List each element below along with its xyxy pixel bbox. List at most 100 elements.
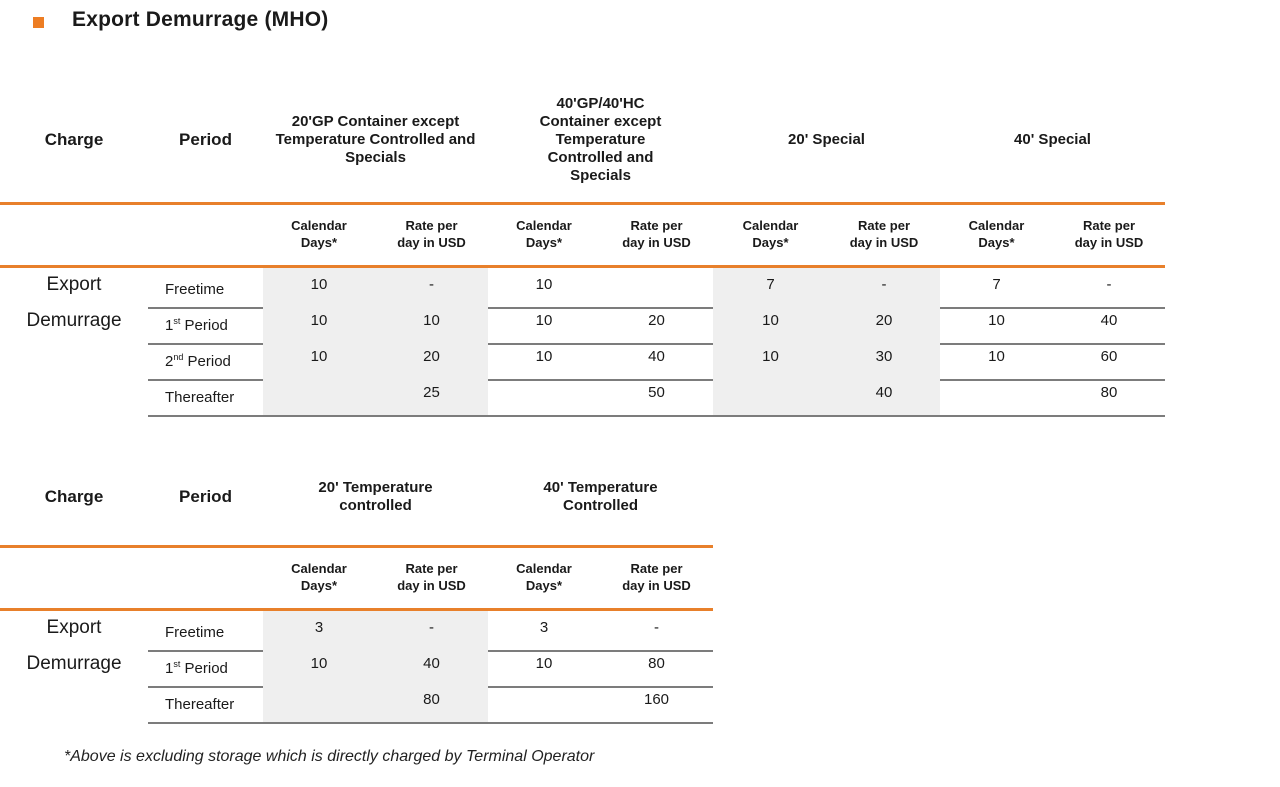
empty-cell [0, 205, 148, 265]
cell-value: - [828, 268, 940, 309]
rate-header: Rate per day in USD [849, 218, 919, 250]
group-header-40special: 40' Special [1014, 131, 1091, 148]
table-row-1st-period: Demurrage 1st Period 10 40 10 80 [0, 647, 713, 688]
period-label: 2nd Period [148, 340, 263, 381]
footnote: *Above is excluding storage which is dir… [64, 748, 595, 765]
period-label: Thereafter [148, 376, 263, 417]
cell-value: 10 [713, 304, 828, 345]
cell-value: 40 [375, 647, 488, 688]
rate-header: Rate per day in USD [622, 218, 691, 250]
cell-value: 10 [940, 304, 1053, 345]
calendar-days-header: Calendar Days* [291, 218, 347, 250]
table-row-thereafter: Thereafter 80 160 [0, 683, 713, 724]
cell-value [600, 268, 713, 309]
table2-header-row: Charge Period 20' Temperature controlled… [0, 448, 713, 545]
cell-value: 25 [375, 376, 488, 417]
cell-value [940, 376, 1053, 417]
calendar-days-header: Calendar Days* [516, 561, 572, 593]
calendar-days-header: Calendar Days* [291, 561, 347, 593]
cell-value [263, 683, 375, 724]
cell-value: 50 [600, 376, 713, 417]
period-label: 1st Period [148, 304, 263, 345]
period-label: 1st Period [148, 647, 263, 688]
period-column-header: Period [179, 130, 232, 149]
calendar-days-header: Calendar Days* [516, 218, 572, 250]
charge-label: Export [46, 617, 102, 638]
table1-subheader-row: Calendar Days* Rate per day in USD Calen… [0, 202, 1165, 268]
group-header-20temp: 20' Temperature controlled [318, 478, 433, 514]
table1-header-row: Charge Period 20'GP Container except Tem… [0, 78, 1165, 202]
charge-label [0, 340, 148, 381]
group-header-20gp: 20'GP Container except Temperature Contr… [275, 113, 476, 166]
calendar-days-header: Calendar Days* [742, 218, 799, 250]
cell-value: 40 [828, 376, 940, 417]
cell-value: 20 [600, 304, 713, 345]
cell-value: 10 [940, 340, 1053, 381]
table-row-freetime: Export Freetime 3 - 3 - [0, 611, 713, 652]
title-block: Export Demurrage (MHO) [0, 8, 1280, 42]
charge-label: Export [46, 274, 102, 295]
cell-value: 10 [263, 304, 375, 345]
cell-value: 10 [375, 304, 488, 345]
cell-value: 3 [488, 611, 600, 652]
group-header-40temp: 40' Temperature Controlled [543, 478, 658, 514]
rate-header: Rate per day in USD [1074, 218, 1144, 250]
cell-value: 7 [713, 268, 828, 309]
group-header-40gp: 40'GP/40'HC Container except Temperature… [539, 95, 662, 184]
charge-label [0, 376, 148, 417]
cell-value [488, 683, 600, 724]
period-label: Freetime [148, 611, 263, 652]
cell-value [713, 376, 828, 417]
cell-value: 20 [375, 340, 488, 381]
cell-value: 10 [488, 647, 600, 688]
empty-cell [0, 548, 148, 608]
rate-header: Rate per day in USD [622, 561, 691, 593]
period-label: Freetime [148, 268, 263, 309]
table-row-2nd-period: 2nd Period 10 20 10 40 10 30 10 60 [0, 340, 1165, 381]
cell-value: 10 [488, 340, 600, 381]
rate-header: Rate per day in USD [397, 218, 466, 250]
cell-value: 10 [263, 647, 375, 688]
charge-label [0, 683, 148, 724]
cell-value: - [375, 268, 488, 309]
period-label: Thereafter [148, 683, 263, 724]
cell-value: 40 [1053, 304, 1165, 345]
cell-value: 3 [263, 611, 375, 652]
cell-value: 60 [1053, 340, 1165, 381]
table-row-thereafter: Thereafter 25 50 40 80 [0, 376, 1165, 417]
charge-label: Demurrage [26, 310, 122, 331]
rate-header: Rate per day in USD [397, 561, 466, 593]
cell-value: 20 [828, 304, 940, 345]
cell-value: 80 [600, 647, 713, 688]
cell-value: 10 [713, 340, 828, 381]
page-title: Export Demurrage (MHO) [72, 8, 329, 31]
table-row-freetime: Export Freetime 10 - 10 7 - 7 - [0, 268, 1165, 309]
cell-value: - [600, 611, 713, 652]
cell-value: 30 [828, 340, 940, 381]
cell-value: 10 [488, 304, 600, 345]
cell-value: 80 [375, 683, 488, 724]
cell-value: 80 [1053, 376, 1165, 417]
cell-value [488, 376, 600, 417]
cell-value: 160 [600, 683, 713, 724]
demurrage-table-general: Charge Period 20'GP Container except Tem… [0, 78, 1165, 417]
period-column-header: Period [179, 486, 232, 506]
cell-value [263, 376, 375, 417]
cell-value: 10 [263, 340, 375, 381]
group-header-20special: 20' Special [788, 131, 865, 148]
cell-value: - [1053, 268, 1165, 309]
charge-column-header: Charge [44, 486, 104, 506]
cell-value: 10 [263, 268, 375, 309]
cell-value: 40 [600, 340, 713, 381]
cell-value: 7 [940, 268, 1053, 309]
calendar-days-header: Calendar Days* [968, 218, 1025, 250]
cell-value: 10 [488, 268, 600, 309]
charge-column-header: Charge [44, 130, 104, 149]
empty-cell [148, 548, 263, 608]
bullet-square-icon [33, 17, 44, 28]
table-row-1st-period: Demurrage 1st Period 10 10 10 20 10 20 1… [0, 304, 1165, 345]
demurrage-table-temperature-controlled: Charge Period 20' Temperature controlled… [0, 448, 713, 724]
cell-value: - [375, 611, 488, 652]
table2-subheader-row: Calendar Days* Rate per day in USD Calen… [0, 545, 713, 611]
